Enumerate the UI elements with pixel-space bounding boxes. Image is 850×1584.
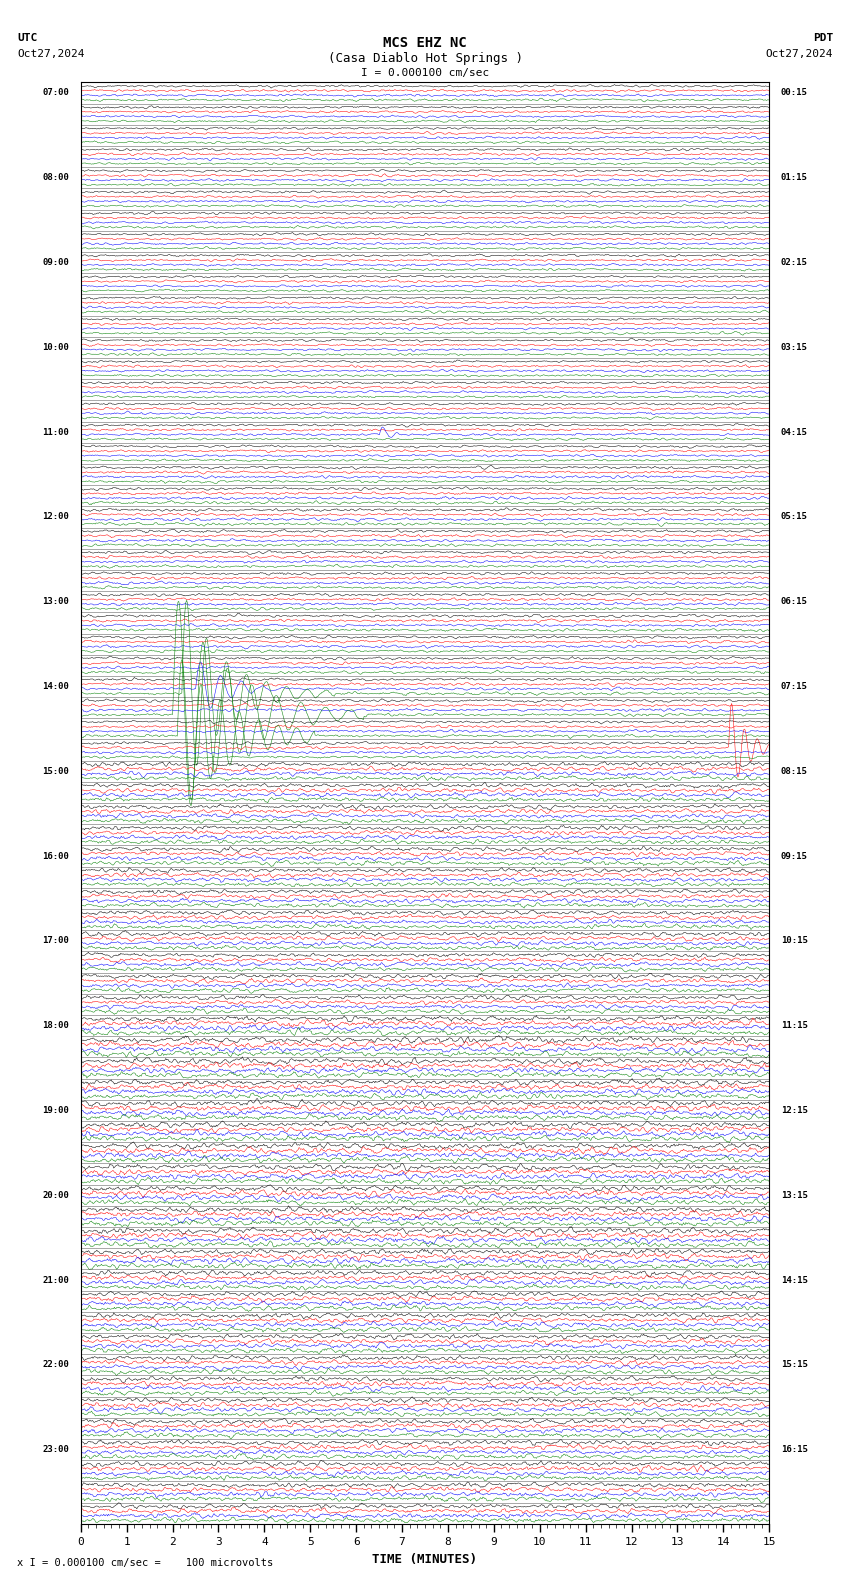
Text: Oct27,2024: Oct27,2024 (17, 49, 84, 59)
Text: MCS EHZ NC: MCS EHZ NC (383, 36, 467, 51)
Text: 20:00: 20:00 (42, 1191, 70, 1199)
Text: 03:15: 03:15 (780, 342, 808, 352)
Text: 04:15: 04:15 (780, 428, 808, 437)
Text: 17:00: 17:00 (42, 936, 70, 946)
Text: 12:15: 12:15 (780, 1106, 808, 1115)
Text: 02:15: 02:15 (780, 258, 808, 268)
Text: 07:15: 07:15 (780, 683, 808, 691)
Text: 00:15: 00:15 (780, 89, 808, 98)
Text: 11:15: 11:15 (780, 1022, 808, 1030)
X-axis label: TIME (MINUTES): TIME (MINUTES) (372, 1552, 478, 1565)
Text: PDT: PDT (813, 33, 833, 43)
Text: 08:15: 08:15 (780, 767, 808, 776)
Text: 13:15: 13:15 (780, 1191, 808, 1199)
Text: I = 0.000100 cm/sec: I = 0.000100 cm/sec (361, 68, 489, 78)
Text: 08:00: 08:00 (42, 173, 70, 182)
Text: 19:00: 19:00 (42, 1106, 70, 1115)
Text: 12:00: 12:00 (42, 512, 70, 521)
Text: 14:00: 14:00 (42, 683, 70, 691)
Text: 06:15: 06:15 (780, 597, 808, 607)
Text: 16:00: 16:00 (42, 852, 70, 860)
Text: 10:00: 10:00 (42, 342, 70, 352)
Text: 01:15: 01:15 (780, 173, 808, 182)
Text: 15:15: 15:15 (780, 1361, 808, 1369)
Text: 14:15: 14:15 (780, 1275, 808, 1285)
Text: Oct27,2024: Oct27,2024 (766, 49, 833, 59)
Text: 05:15: 05:15 (780, 512, 808, 521)
Text: 13:00: 13:00 (42, 597, 70, 607)
Text: 16:15: 16:15 (780, 1445, 808, 1454)
Text: 15:00: 15:00 (42, 767, 70, 776)
Text: 11:00: 11:00 (42, 428, 70, 437)
Text: 09:00: 09:00 (42, 258, 70, 268)
Text: 23:00: 23:00 (42, 1445, 70, 1454)
Text: UTC: UTC (17, 33, 37, 43)
Text: 09:15: 09:15 (780, 852, 808, 860)
Text: 18:00: 18:00 (42, 1022, 70, 1030)
Text: (Casa Diablo Hot Springs ): (Casa Diablo Hot Springs ) (327, 52, 523, 65)
Text: 21:00: 21:00 (42, 1275, 70, 1285)
Text: 22:00: 22:00 (42, 1361, 70, 1369)
Text: 07:00: 07:00 (42, 89, 70, 98)
Text: x I = 0.000100 cm/sec =    100 microvolts: x I = 0.000100 cm/sec = 100 microvolts (17, 1559, 273, 1568)
Text: 10:15: 10:15 (780, 936, 808, 946)
